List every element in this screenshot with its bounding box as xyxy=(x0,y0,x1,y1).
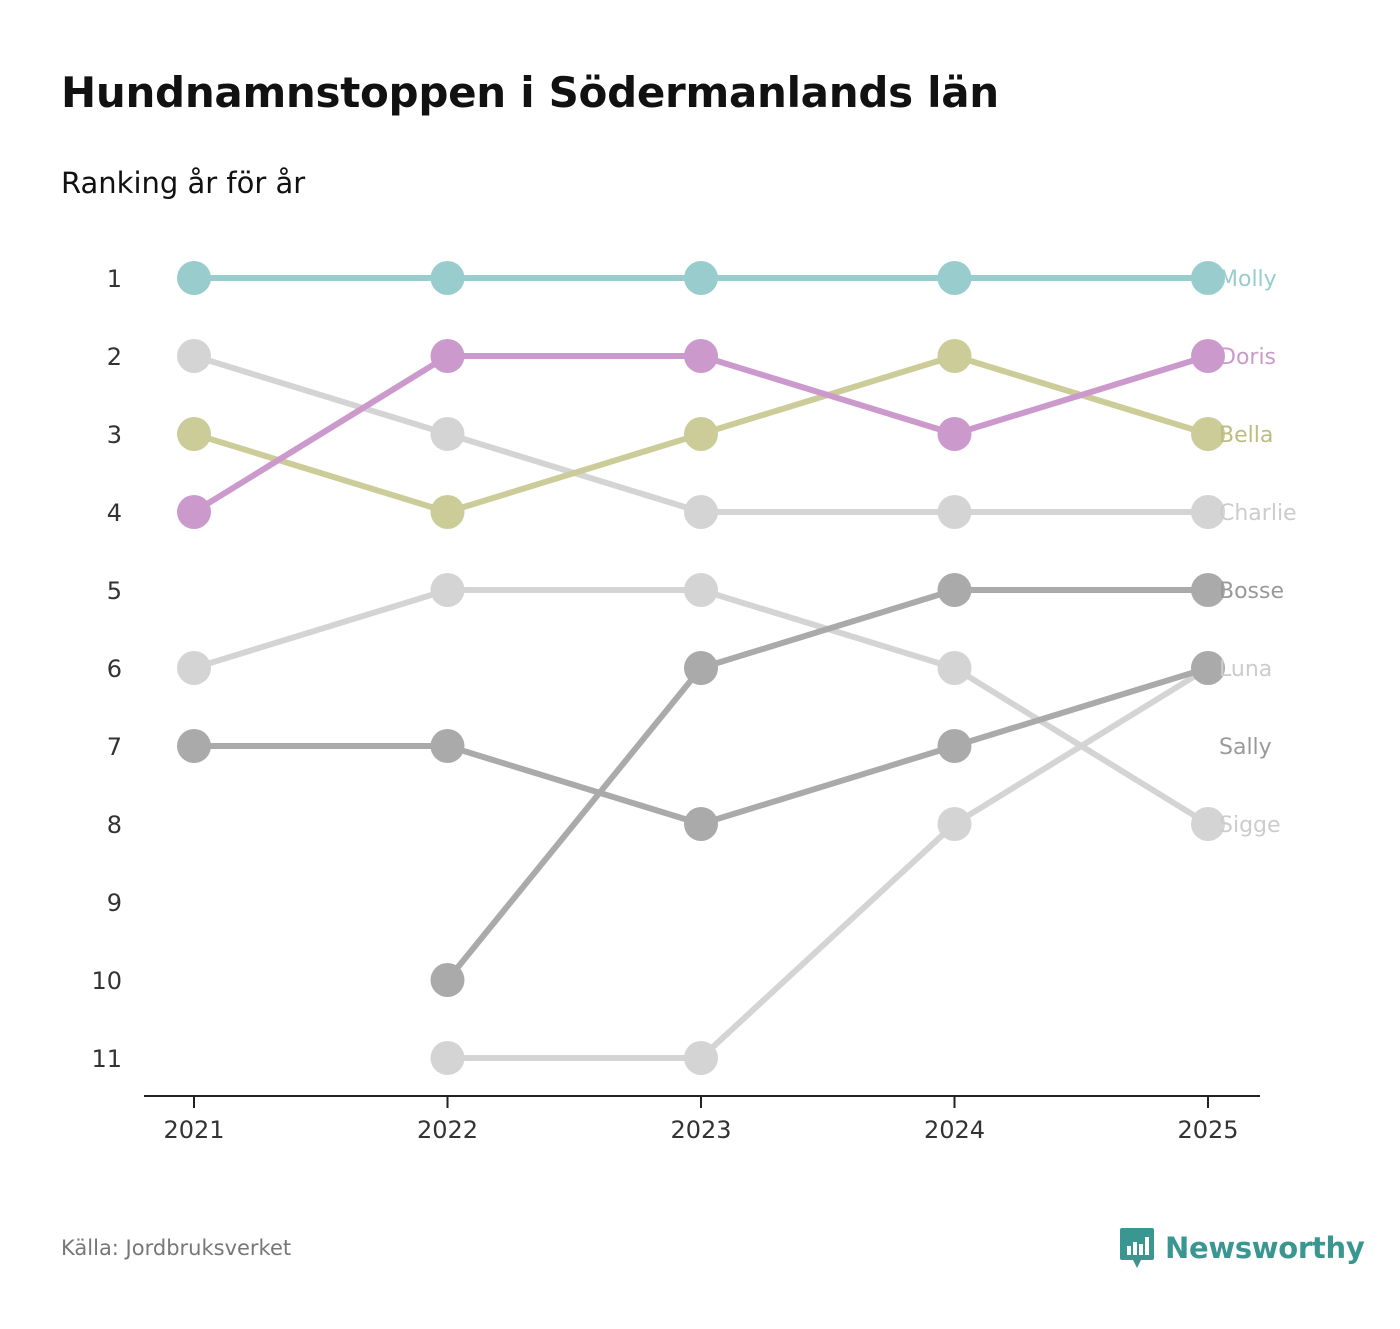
data-point-bella-2022[interactable] xyxy=(430,495,465,529)
data-point-luna-2022[interactable] xyxy=(430,1041,465,1075)
data-point-molly-2023[interactable] xyxy=(684,261,718,295)
data-point-charlie-2023[interactable] xyxy=(684,495,718,529)
y-tick-label: 9 xyxy=(107,889,122,917)
x-tick-label: 2021 xyxy=(163,1116,224,1144)
data-point-sally-2024[interactable] xyxy=(937,729,972,763)
end-label-bella: Bella xyxy=(1219,423,1273,448)
y-tick-label: 11 xyxy=(91,1045,122,1073)
end-label-charlie: Charlie xyxy=(1219,501,1297,526)
source-note: Källa: Jordbruksverket xyxy=(61,1236,292,1260)
end-label-doris: Doris xyxy=(1219,345,1276,370)
y-tick-label: 2 xyxy=(107,343,122,371)
data-point-bosse-2022[interactable] xyxy=(430,963,465,997)
data-point-molly-2025[interactable] xyxy=(1191,261,1225,295)
chart-title: Hundnamnstoppen i Södermanlands län xyxy=(61,68,999,117)
data-point-sigge-2025[interactable] xyxy=(1191,807,1225,841)
series-line-sally xyxy=(191,665,1211,827)
series-line-luna xyxy=(444,665,1211,1061)
data-point-bosse-2023[interactable] xyxy=(684,651,718,685)
brand-name: Newsworthy xyxy=(1165,1231,1365,1265)
data-point-doris-2021[interactable] xyxy=(177,495,211,529)
data-point-luna-2023[interactable] xyxy=(684,1041,718,1075)
data-point-molly-2024[interactable] xyxy=(937,261,972,295)
data-point-charlie-2025[interactable] xyxy=(1191,495,1225,529)
data-point-sally-2022[interactable] xyxy=(430,729,465,763)
data-point-doris-2023[interactable] xyxy=(684,339,718,373)
data-point-molly-2022[interactable] xyxy=(430,261,465,295)
series-line-sigge xyxy=(191,587,1211,827)
data-point-doris-2022[interactable] xyxy=(430,339,465,373)
data-point-doris-2024[interactable] xyxy=(937,417,972,451)
data-point-sigge-2021[interactable] xyxy=(177,651,211,685)
y-tick-label: 3 xyxy=(107,421,122,449)
newsworthy-chart-icon xyxy=(1120,1228,1154,1268)
series-line-bosse xyxy=(444,587,1211,983)
y-axis-ticks: 1 2 3 4 5 6 7 8 9 10 11 xyxy=(91,265,122,1073)
y-tick-label: 1 xyxy=(107,265,122,293)
data-point-bosse-2025[interactable] xyxy=(1191,573,1225,607)
data-point-sally-2021[interactable] xyxy=(177,729,211,763)
data-point-bella-2025[interactable] xyxy=(1191,417,1225,451)
data-point-doris-2025[interactable] xyxy=(1191,339,1225,373)
data-point-luna-2024[interactable] xyxy=(937,807,972,841)
end-label-bosse: Bosse xyxy=(1219,579,1284,604)
series-end-labels: Molly Doris Bella Charlie Bosse Luna Sally Sigg… xyxy=(1219,267,1297,838)
y-tick-label: 8 xyxy=(107,811,122,839)
data-point-sally-2023[interactable] xyxy=(684,807,718,841)
y-tick-label: 6 xyxy=(107,655,122,683)
y-tick-label: 4 xyxy=(107,499,122,527)
y-tick-label: 10 xyxy=(91,967,122,995)
end-label-luna: Luna xyxy=(1219,657,1272,682)
data-point-sigge-2023[interactable] xyxy=(684,573,718,607)
end-label-sigge: Sigge xyxy=(1219,813,1281,838)
y-tick-label: 5 xyxy=(107,577,122,605)
x-tick-label: 2022 xyxy=(417,1116,478,1144)
y-tick-label: 7 xyxy=(107,733,122,761)
data-point-bella-2024[interactable] xyxy=(937,339,972,373)
series-points xyxy=(177,261,1225,1075)
data-point-sally-2025[interactable] xyxy=(1191,651,1225,685)
chart-subtitle: Ranking år för år xyxy=(61,166,306,200)
data-point-charlie-2022[interactable] xyxy=(430,417,465,451)
newsworthy-logo[interactable]: Newsworthy xyxy=(1119,1226,1365,1270)
data-point-bosse-2024[interactable] xyxy=(937,573,972,607)
x-tick-label: 2025 xyxy=(1177,1116,1238,1144)
x-tick-label: 2023 xyxy=(670,1116,731,1144)
x-tick-label: 2024 xyxy=(924,1116,985,1144)
x-axis: 2021 2022 2023 2024 2025 xyxy=(144,1095,1260,1144)
data-point-sigge-2022[interactable] xyxy=(430,573,465,607)
end-label-molly: Molly xyxy=(1219,267,1277,292)
data-point-charlie-2021[interactable] xyxy=(177,339,211,373)
data-point-bella-2023[interactable] xyxy=(684,417,718,451)
data-point-molly-2021[interactable] xyxy=(177,261,211,295)
end-label-sally: Sally xyxy=(1219,735,1272,760)
data-point-bella-2021[interactable] xyxy=(177,417,211,451)
data-point-charlie-2024[interactable] xyxy=(937,495,972,529)
data-point-sigge-2024[interactable] xyxy=(937,651,972,685)
